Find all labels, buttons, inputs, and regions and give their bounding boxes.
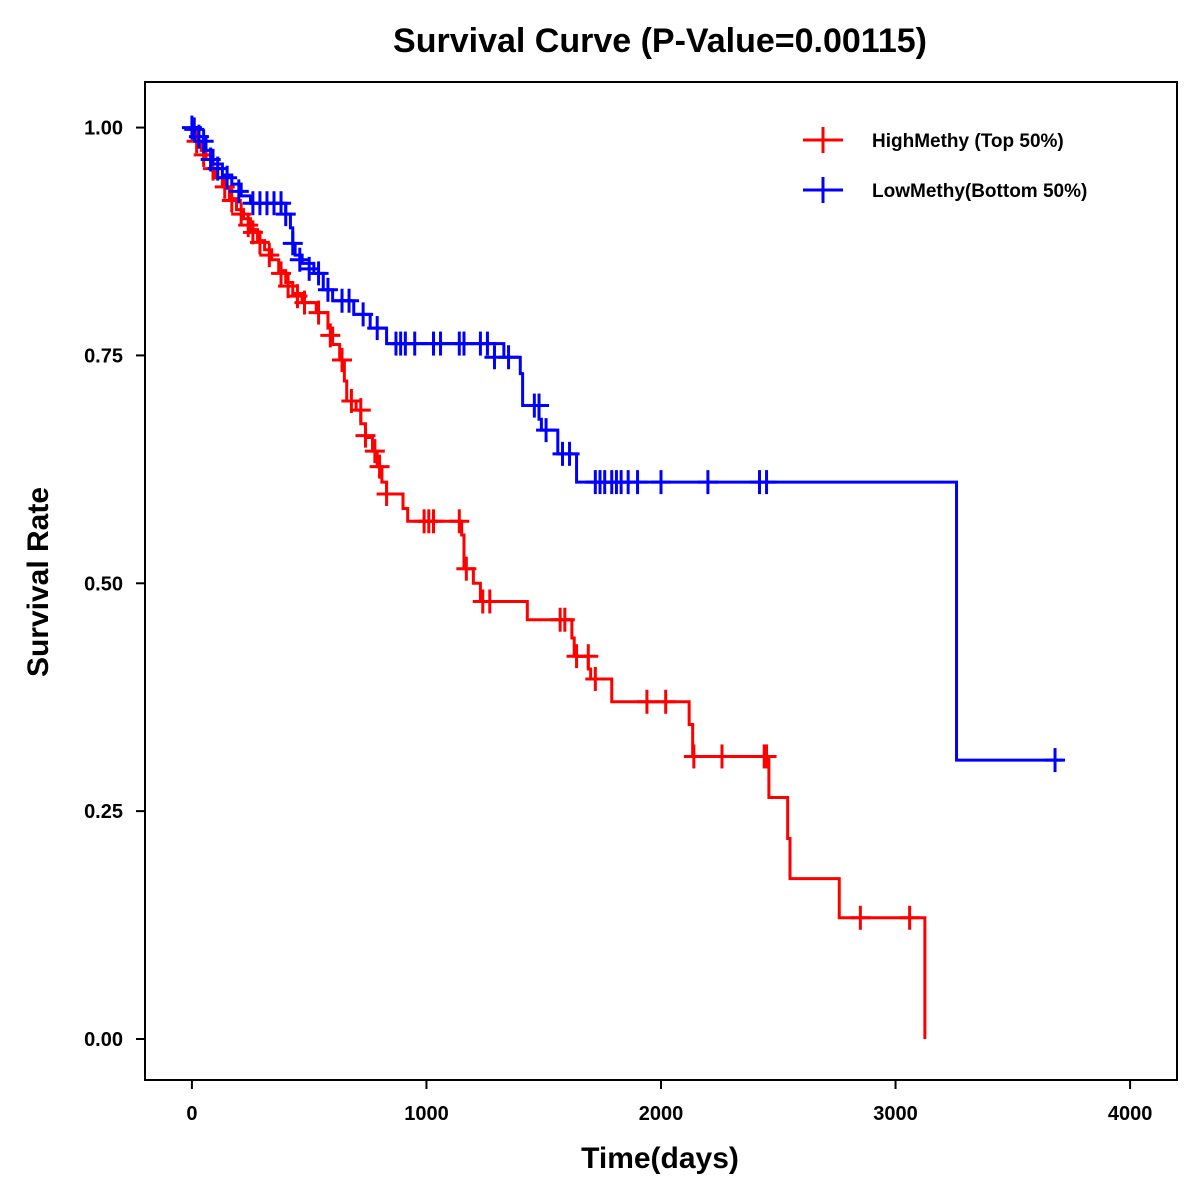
censor-mark	[317, 277, 338, 302]
chart-title: Survival Curve (P-Value=0.00115)	[393, 22, 927, 60]
censor-mark	[559, 441, 580, 466]
censor-mark	[278, 274, 299, 299]
y-tick-label: 0.00	[84, 1029, 123, 1051]
censor-mark	[479, 589, 500, 614]
censor-mark	[529, 393, 550, 418]
censor-mark	[339, 288, 360, 313]
censor-mark	[423, 509, 444, 534]
censor-mark	[275, 202, 296, 227]
series-low-methy	[181, 115, 1066, 773]
censor-mark	[456, 556, 477, 581]
censor-mark	[1045, 748, 1066, 773]
censor-mark	[756, 744, 777, 769]
censor-mark	[294, 290, 315, 315]
y-tick-label: 0.50	[84, 573, 123, 595]
y-tick-label: 0.25	[84, 801, 123, 823]
x-tick-label: 0	[186, 1103, 197, 1125]
x-tick-label: 4000	[1108, 1103, 1153, 1125]
censor-mark	[404, 331, 425, 356]
censor-mark	[449, 509, 470, 534]
censor-mark	[355, 423, 376, 448]
x-axis: 0 1000 2000 3000 4000	[186, 1080, 1152, 1125]
censor-mark	[850, 905, 871, 930]
plot-frame	[144, 81, 1178, 1081]
censor-mark	[282, 231, 303, 256]
survival-step-line	[191, 126, 1063, 762]
censor-mark	[498, 345, 519, 370]
censor-mark	[554, 607, 575, 632]
censor-mark	[899, 905, 920, 930]
censor-mark	[477, 331, 498, 356]
censor-mark	[364, 439, 385, 464]
censor-mark	[683, 744, 704, 769]
censor-mark	[259, 243, 280, 268]
censor-mark	[756, 470, 777, 495]
censor-mark	[350, 398, 371, 423]
censor-mark	[271, 261, 292, 286]
legend-item-low: LowMethy(Bottom 50%)	[803, 177, 1087, 203]
censor-mark	[308, 261, 329, 286]
y-tick-label: 0.75	[84, 345, 123, 367]
censor-mark	[585, 666, 606, 691]
legend-label-low: LowMethy(Bottom 50%)	[872, 181, 1087, 202]
censor-mark	[376, 481, 397, 506]
censor-mark	[369, 454, 390, 479]
censor-mark	[308, 300, 329, 325]
legend: HighMethy (Top 50%) LowMethy(Bottom 50%)	[803, 127, 1087, 203]
censor-mark	[578, 644, 599, 669]
censor-mark	[711, 744, 732, 769]
censor-mark	[430, 331, 451, 356]
censor-mark	[332, 347, 353, 372]
censor-mark	[627, 470, 648, 495]
x-tick-label: 2000	[639, 1103, 684, 1125]
censor-mark	[271, 191, 292, 216]
censor-mark	[193, 129, 214, 154]
censor-mark	[367, 316, 388, 341]
y-tick-label: 1.00	[84, 118, 123, 140]
censor-mark	[217, 165, 238, 190]
series-layer	[181, 115, 1066, 1039]
censor-mark	[636, 689, 657, 714]
censor-mark	[320, 323, 341, 348]
x-axis-label: Time(days)	[581, 1142, 739, 1175]
legend-item-high: HighMethy (Top 50%)	[803, 127, 1064, 153]
x-tick-label: 1000	[404, 1103, 449, 1125]
series-high-methy	[186, 126, 927, 1039]
censor-mark	[353, 302, 374, 327]
y-axis-label: Survival Rate	[22, 487, 55, 677]
y-axis: 0.00 0.25 0.50 0.75 1.00	[84, 118, 145, 1051]
legend-label-high: HighMethy (Top 50%)	[872, 131, 1064, 152]
censor-mark	[655, 689, 676, 714]
censor-mark	[536, 418, 557, 443]
censor-mark	[228, 179, 249, 204]
censor-mark	[299, 256, 320, 281]
x-tick-label: 3000	[873, 1103, 918, 1125]
censor-mark	[249, 230, 270, 255]
censor-mark	[651, 470, 671, 495]
censor-mark	[697, 470, 718, 495]
censor-mark	[188, 124, 209, 149]
